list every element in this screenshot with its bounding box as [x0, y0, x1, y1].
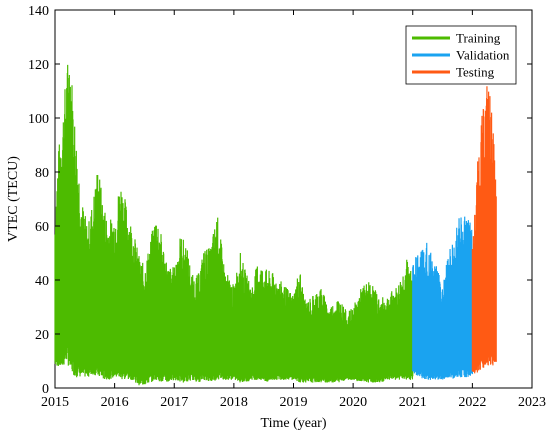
- x-tick-label: 2015: [41, 395, 69, 410]
- x-tick-label: 2017: [160, 395, 188, 410]
- series-layer: [54, 64, 497, 386]
- x-tick-label: 2019: [280, 395, 308, 410]
- y-tick-label: 100: [28, 112, 49, 127]
- x-tick-label: 2022: [458, 395, 486, 410]
- x-axis-label: Time (year): [261, 416, 327, 431]
- y-tick-label: 140: [28, 4, 49, 19]
- legend-label-validation: Validation: [456, 48, 510, 63]
- x-tick-label: 2018: [220, 395, 248, 410]
- x-tick-label: 2020: [339, 395, 367, 410]
- y-tick-label: 20: [35, 328, 49, 343]
- ticks-layer: 2015 2016 2017 2018 2019 2020 2021 2022 2023 0 20 4…: [28, 4, 546, 410]
- x-tick-label: 2023: [518, 395, 546, 410]
- y-tick-label: 80: [35, 166, 49, 181]
- legend-label-testing: Testing: [456, 65, 495, 80]
- series-line-training: [54, 64, 414, 386]
- x-tick-label: 2021: [399, 395, 427, 410]
- series-line-validation: [412, 216, 473, 380]
- series-line-testing: [471, 86, 497, 374]
- x-tick-label: 2016: [101, 395, 129, 410]
- legend: Training Validation Testing: [405, 25, 517, 85]
- y-axis-label: VTEC (TECU): [6, 156, 21, 242]
- y-tick-label: 0: [42, 382, 49, 397]
- legend-label-training: Training: [456, 31, 501, 46]
- y-tick-label: 60: [35, 220, 49, 235]
- y-tick-label: 120: [28, 58, 49, 73]
- y-tick-label: 40: [35, 274, 49, 289]
